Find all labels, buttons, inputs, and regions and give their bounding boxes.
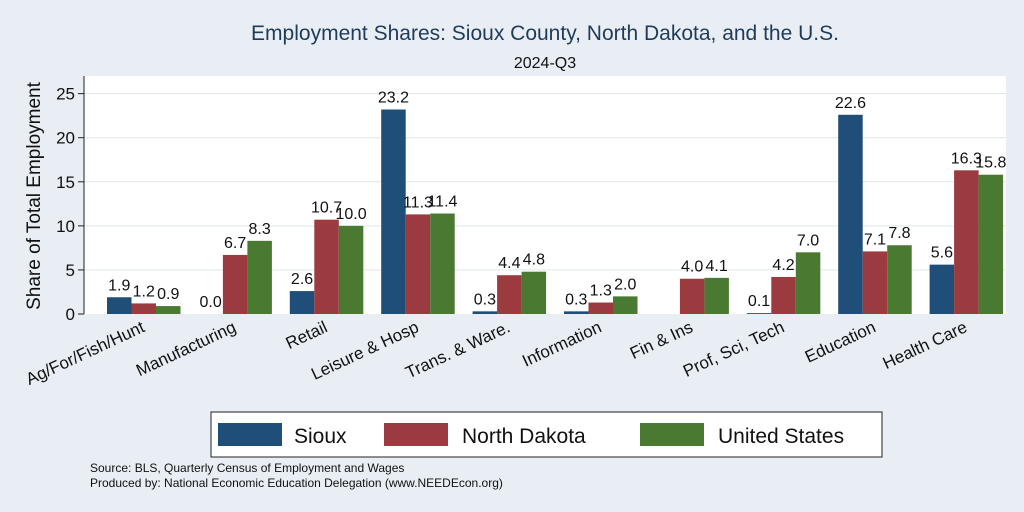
value-label-north-dakota-prof-sci-tech: 4.2	[772, 257, 794, 274]
value-label-united-states-ag-for-fish-hunt: 0.9	[157, 286, 179, 303]
bar-united-states-leisure-hosp	[430, 213, 455, 314]
bar-united-states-education	[887, 245, 912, 314]
value-label-north-dakota-ag-for-fish-hunt: 1.2	[133, 283, 155, 300]
value-label-united-states-prof-sci-tech: 7.0	[797, 232, 819, 249]
legend-label-north-dakota: North Dakota	[462, 425, 586, 448]
value-label-north-dakota-leisure-hosp: 11.3	[403, 194, 433, 211]
bar-north-dakota-education	[862, 251, 888, 314]
y-axis-title: Share of Total Employment	[24, 81, 45, 309]
bar-sioux-trans-ware	[472, 311, 498, 314]
bar-north-dakota-leisure-hosp	[405, 214, 431, 314]
value-label-sioux-health-care: 5.6	[931, 245, 953, 262]
value-label-sioux-prof-sci-tech: 0.1	[748, 293, 770, 310]
category-label-retail: Retail	[283, 317, 330, 353]
value-label-north-dakota-education: 7.1	[864, 231, 886, 248]
category-label-fin-ins: Fin & Ins	[627, 317, 696, 363]
value-label-united-states-fin-ins: 4.1	[706, 258, 728, 275]
bar-north-dakota-retail	[314, 219, 339, 314]
value-labels: 1.9 1.2 0.9 0.0 6.78.3 2.6 10.710.0 23.2 11.311.…	[108, 89, 1006, 311]
bar-north-dakota-prof-sci-tech	[771, 276, 796, 314]
bar-sioux-ag-for-fish-hunt	[107, 297, 132, 314]
bar-united-states-ag-for-fish-hunt	[156, 306, 181, 314]
y-tick-label-15: 15	[56, 173, 75, 192]
value-label-sioux-manufacturing: 0.0	[200, 294, 222, 311]
value-label-sioux-ag-for-fish-hunt: 1.9	[108, 277, 130, 294]
produced-by-note: Produced by: National Economic Education…	[90, 476, 503, 490]
value-label-north-dakota-health-care: 16.3	[951, 150, 982, 167]
value-label-north-dakota-trans-ware: 4.4	[498, 255, 520, 272]
value-label-united-states-information: 2.0	[614, 276, 636, 293]
bar-united-states-manufacturing	[247, 240, 272, 314]
legend-label-united-states: United States	[718, 425, 844, 448]
legend-swatch-north-dakota	[384, 423, 448, 446]
value-label-sioux-retail: 2.6	[291, 271, 313, 288]
bar-united-states-information	[613, 296, 638, 314]
value-label-united-states-manufacturing: 8.3	[249, 221, 271, 238]
category-label-information: Information	[519, 317, 604, 370]
bar-sioux-education	[838, 114, 863, 314]
value-label-north-dakota-fin-ins: 4.0	[681, 259, 703, 276]
value-label-sioux-education: 22.6	[835, 95, 866, 112]
bar-north-dakota-ag-for-fish-hunt	[131, 303, 156, 314]
legend-swatch-sioux	[218, 423, 282, 446]
value-label-sioux-information: 0.3	[565, 291, 587, 308]
bar-north-dakota-trans-ware	[497, 275, 522, 314]
chart-subtitle: 2024-Q3	[514, 55, 576, 72]
bar-sioux-health-care	[929, 264, 955, 314]
bar-united-states-prof-sci-tech	[795, 252, 821, 314]
bar-north-dakota-information	[588, 302, 613, 314]
legend-label-sioux: Sioux	[294, 425, 347, 448]
bar-united-states-retail	[338, 225, 364, 314]
y-ticks: 0 5 10 15 20 25	[56, 85, 84, 324]
value-label-united-states-education: 7.8	[888, 225, 910, 242]
category-label-trans-ware: Trans. & Ware.	[403, 317, 513, 382]
bar-north-dakota-health-care	[954, 170, 979, 314]
y-tick-label-25: 25	[56, 85, 75, 104]
bar-north-dakota-fin-ins	[679, 278, 705, 314]
bar-sioux-prof-sci-tech	[746, 313, 772, 314]
bar-sioux-retail	[289, 291, 315, 314]
value-label-united-states-retail: 10.0	[335, 206, 366, 223]
value-label-north-dakota-retail: 10.7	[311, 200, 342, 217]
value-label-north-dakota-manufacturing: 6.7	[224, 235, 246, 252]
y-tick-label-20: 20	[56, 129, 75, 148]
value-label-sioux-leisure-hosp: 23.2	[378, 89, 409, 106]
value-label-united-states-trans-ware: 4.8	[523, 252, 545, 269]
value-label-sioux-trans-ware: 0.3	[474, 291, 496, 308]
bar-sioux-information	[564, 311, 589, 314]
legend: Sioux North Dakota United States	[210, 411, 883, 458]
y-tick-label-0: 0	[66, 305, 75, 324]
legend-swatch-united-states	[640, 423, 704, 446]
value-label-united-states-health-care: 15.8	[975, 155, 1006, 172]
category-label-manufacturing: Manufacturing	[133, 317, 239, 380]
value-label-united-states-leisure-hosp: 11.4	[427, 194, 457, 211]
category-label-education: Education	[802, 317, 879, 366]
bars	[107, 109, 1004, 314]
legend-box	[210, 411, 883, 458]
bar-united-states-fin-ins	[704, 277, 729, 314]
category-label-ag-for-fish-hunt: Ag/For/Fish/Hunt	[23, 317, 148, 389]
chart-title: Employment Shares: Sioux County, North D…	[251, 22, 839, 45]
category-label-health-care: Health Care	[880, 317, 970, 373]
y-tick-label-10: 10	[56, 217, 75, 236]
bar-united-states-health-care	[978, 174, 1004, 314]
value-label-north-dakota-information: 1.3	[590, 283, 612, 300]
bar-north-dakota-manufacturing	[222, 254, 248, 314]
source-note: Source: BLS, Quarterly Census of Employm…	[90, 461, 404, 475]
y-tick-label-5: 5	[66, 261, 75, 280]
category-label-prof-sci-tech: Prof, Sci, Tech	[680, 317, 787, 380]
bar-sioux-leisure-hosp	[381, 109, 406, 314]
bar-united-states-trans-ware	[521, 271, 547, 314]
